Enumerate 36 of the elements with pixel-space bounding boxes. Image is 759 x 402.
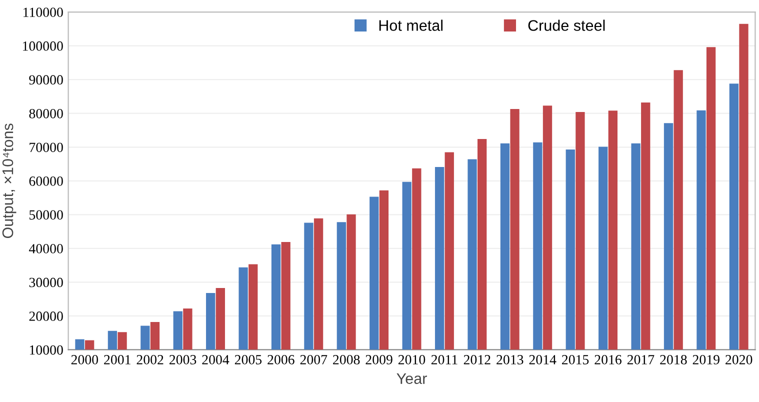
x-tick-label: 2002 [136,355,164,364]
y-tick-label: 20000 [29,312,63,321]
x-tick-label: 2011 [431,355,458,364]
y-tick-label: 50000 [30,210,63,220]
x-tick-label: 2017 [627,355,654,364]
x-tick-label: 2020 [726,355,752,364]
x-tick-label: 2015 [562,355,589,364]
y-tick-label: 90000 [29,75,63,85]
x-tick-label: 2009 [366,355,392,364]
y-tick-label: 100000 [23,41,63,51]
x-tick-label: 2012 [464,355,490,364]
x-tick-label: 2003 [170,355,196,364]
y-tick-label: 30000 [29,278,63,288]
x-tick-label: 2010 [398,355,426,364]
x-tick-label: 2014 [529,355,556,364]
x-tick-label: 2013 [496,355,524,364]
x-tick-label: 2008 [333,355,360,364]
y-tick-label: 40000 [29,244,63,254]
y-tick-label: 60000 [29,176,63,186]
legend-label: Hot metal [379,20,442,31]
x-tick-label: 2018 [660,355,687,364]
x-tick-label: 2001 [104,355,130,364]
y-tick-label: 10000 [30,345,63,355]
y-tick-label: 110000 [24,8,63,18]
y-axis-title: Output, ×10⁴tons [2,124,16,238]
x-tick-label: 2019 [692,355,720,364]
x-tick-label: 2004 [202,355,230,364]
y-tick-label: 70000 [30,142,63,152]
x-tick-label: 2000 [71,355,98,364]
y-tick-label: 80000 [29,108,63,118]
x-tick-label: 2005 [234,355,262,364]
x-tick-label: 2006 [268,355,294,364]
legend-label: Crude steel [528,20,605,31]
x-tick-label: 2007 [300,355,328,364]
x-tick-label: 2016 [594,355,622,364]
x-axis-title: Year [396,373,427,384]
